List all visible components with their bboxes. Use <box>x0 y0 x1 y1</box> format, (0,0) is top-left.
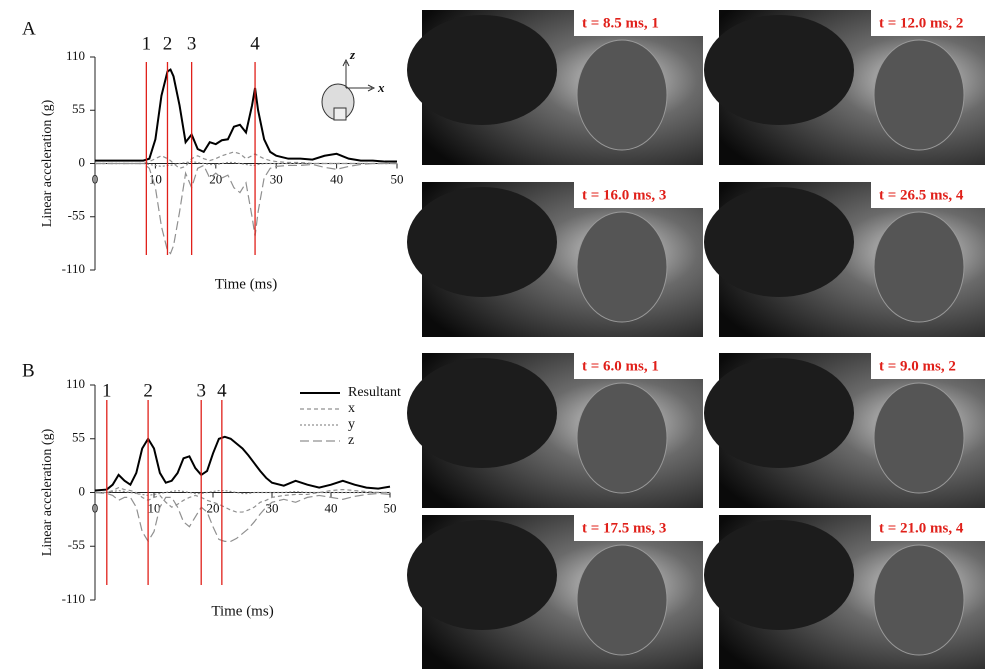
series-line <box>94 435 391 492</box>
legend-label: z <box>348 433 354 448</box>
caption-box <box>574 353 703 379</box>
x-tick-label: 10 <box>148 500 161 515</box>
photo-dummy <box>407 358 557 468</box>
caption-box <box>574 182 703 208</box>
x-tick-label: 30 <box>270 171 283 186</box>
caption-box <box>574 10 703 36</box>
y-tick-label: 0 <box>79 154 86 169</box>
series-line <box>95 489 390 497</box>
x-axis-title: Time (ms) <box>215 276 277 292</box>
caption-box <box>871 10 985 36</box>
photo-helmet <box>576 382 668 494</box>
y-axis-title: Linear acceleration (g) <box>40 428 55 556</box>
photo-helmet <box>576 39 668 151</box>
photo-dummy <box>704 187 854 297</box>
photo-caption: t = 8.5 ms, 1 <box>582 15 659 31</box>
x-tick-label: 40 <box>330 171 343 186</box>
photo-caption: t = 16.0 ms, 3 <box>582 187 666 203</box>
x-tick-label: 40 <box>325 500 338 515</box>
x-tick-label: 50 <box>384 500 397 515</box>
y-tick-label: -110 <box>62 261 85 276</box>
y-tick-label: 110 <box>66 48 85 63</box>
photo-caption: t = 21.0 ms, 4 <box>879 520 964 536</box>
photo-dummy <box>704 520 854 630</box>
axis-icon <box>321 58 376 121</box>
photo-helmet <box>576 211 668 323</box>
photo-caption: t = 12.0 ms, 2 <box>879 15 963 31</box>
photo-helmet <box>873 544 965 656</box>
marker-label: 1 <box>102 380 112 401</box>
caption-box <box>871 353 985 379</box>
photo-grid: t = 8.5 ms, 1 t = 12.0 ms, 2 t = 16.0 ms, … <box>407 10 985 669</box>
marker-label: 3 <box>187 33 197 54</box>
photo-helmet <box>873 39 965 151</box>
icon-label: x <box>377 80 385 95</box>
marker-label: 3 <box>196 380 206 401</box>
photo-caption: t = 6.0 ms, 1 <box>582 358 659 374</box>
y-tick-label: 110 <box>66 376 85 391</box>
legend-label: y <box>348 417 355 432</box>
legend-label: Resultant <box>348 385 401 400</box>
marker-label: 4 <box>217 380 227 401</box>
y-axis-title: Linear acceleration (g) <box>40 99 55 227</box>
panel-label: B <box>22 360 35 381</box>
caption-box <box>574 515 703 541</box>
x-tick-label: 0 <box>92 171 99 186</box>
icon-label: z <box>349 47 356 62</box>
x-axis-title: Time (ms) <box>211 603 273 619</box>
photo-dummy <box>407 15 557 125</box>
x-tick-label: 0 <box>92 500 99 515</box>
caption-box <box>871 182 985 208</box>
photo-caption: t = 9.0 ms, 2 <box>879 358 956 374</box>
y-tick-label: -110 <box>62 591 85 606</box>
legend-label: x <box>348 401 355 416</box>
x-tick-label: 50 <box>391 171 404 186</box>
series-line <box>95 162 397 255</box>
marker-label: 1 <box>142 33 152 54</box>
y-tick-label: -55 <box>68 537 85 552</box>
photo-dummy <box>704 358 854 468</box>
x-tick-label: 20 <box>207 500 220 515</box>
series-line <box>94 491 391 543</box>
photo-helmet <box>576 544 668 656</box>
caption-box <box>871 515 985 541</box>
x-tick-label: 10 <box>149 171 162 186</box>
y-tick-label: 55 <box>72 101 85 116</box>
photo-dummy <box>704 15 854 125</box>
marker-label: 2 <box>163 33 173 54</box>
photo-dummy <box>407 187 557 297</box>
series-line <box>95 151 397 170</box>
y-tick-label: 55 <box>72 430 85 445</box>
panel-label: A <box>22 18 36 39</box>
photo-helmet <box>873 211 965 323</box>
marker-label: 2 <box>143 380 153 401</box>
y-tick-label: 0 <box>79 483 86 498</box>
series-line <box>95 160 397 168</box>
y-tick-label: -55 <box>68 208 85 223</box>
photo-dummy <box>407 520 557 630</box>
photo-caption: t = 26.5 ms, 4 <box>879 187 964 203</box>
series-line <box>95 68 397 163</box>
marker-label: 4 <box>250 33 260 54</box>
series-line <box>95 486 390 513</box>
photo-helmet <box>873 382 965 494</box>
photo-caption: t = 17.5 ms, 3 <box>582 520 666 536</box>
